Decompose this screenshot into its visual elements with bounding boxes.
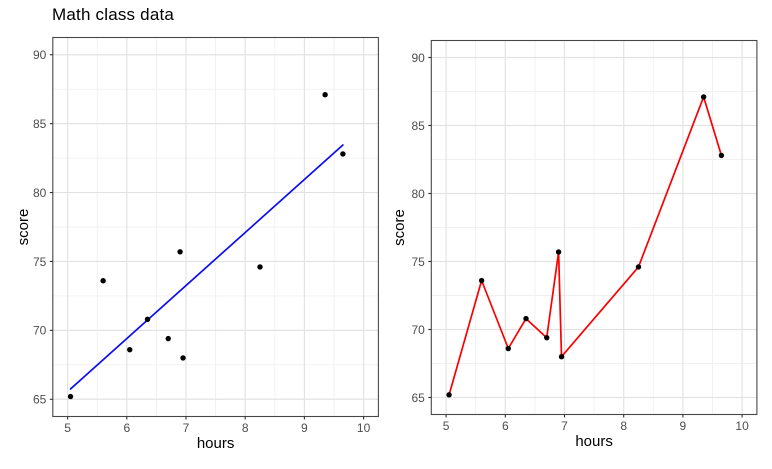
y-axis-title: score — [391, 209, 408, 246]
x-tick-label: 7 — [561, 419, 568, 433]
x-tick-label: 5 — [64, 421, 71, 435]
series-line — [448, 96, 723, 396]
x-tick-label: 10 — [357, 421, 371, 435]
panel-border — [52, 36, 379, 418]
y-tick-label: 75 — [411, 255, 425, 269]
data-point — [340, 151, 346, 157]
data-point — [700, 94, 707, 100]
data-point — [67, 393, 74, 400]
data-point — [718, 152, 725, 159]
x-tick-label: 9 — [680, 419, 687, 433]
y-tick-label: 65 — [411, 391, 425, 405]
y-tick-label: 65 — [33, 393, 47, 407]
y-tick-label: 90 — [411, 51, 425, 65]
y-tick-label: 90 — [33, 48, 47, 62]
y-tick-label: 75 — [33, 255, 47, 269]
x-tick-label: 9 — [301, 421, 308, 435]
data-point — [544, 334, 550, 341]
data-point — [523, 315, 529, 322]
x-tick-label: 6 — [123, 421, 130, 435]
y-axis-title: score — [15, 209, 32, 246]
data-point — [505, 345, 511, 352]
x-axis-title: hours — [575, 433, 613, 450]
data-point — [558, 354, 565, 360]
data-point — [635, 264, 642, 270]
panel-border — [430, 39, 758, 416]
data-point — [322, 91, 328, 98]
data-point — [100, 278, 106, 284]
y-tick-label: 80 — [411, 187, 425, 201]
x-tick-label: 10 — [735, 419, 749, 433]
data-point — [446, 392, 452, 398]
data-point — [144, 316, 151, 323]
y-tick-label: 85 — [33, 117, 47, 131]
data-point — [180, 355, 186, 361]
y-tick-label: 85 — [411, 119, 425, 133]
data-point — [165, 335, 171, 342]
trend-line — [69, 144, 344, 390]
x-tick-label: 8 — [242, 421, 249, 435]
x-axis-title: hours — [197, 435, 235, 452]
y-tick-label: 80 — [33, 186, 47, 200]
data-point — [478, 277, 485, 284]
chart-title: Math class data — [52, 5, 175, 24]
x-tick-label: 7 — [183, 421, 190, 435]
y-tick-label: 70 — [411, 323, 425, 337]
data-point — [257, 264, 263, 270]
x-tick-label: 8 — [620, 419, 627, 433]
data-point — [177, 249, 183, 255]
x-tick-label: 6 — [502, 419, 509, 433]
data-point — [555, 249, 562, 255]
data-point — [127, 346, 133, 353]
x-tick-label: 5 — [443, 419, 450, 433]
y-tick-label: 70 — [33, 324, 47, 338]
